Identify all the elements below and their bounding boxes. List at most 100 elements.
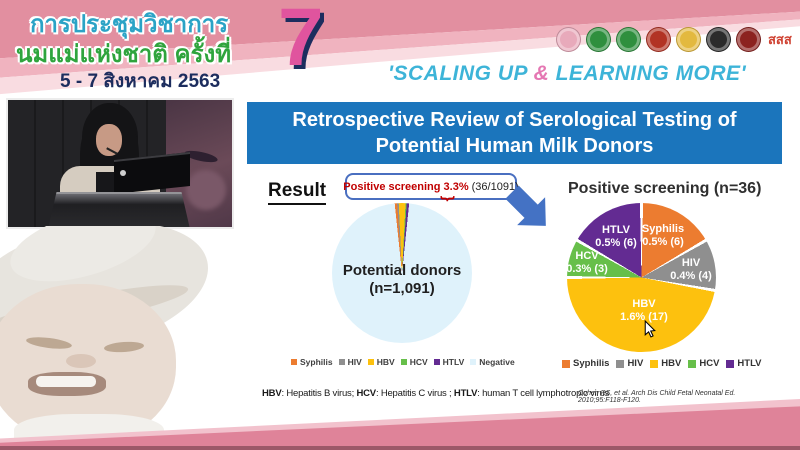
legend-swatch-icon	[726, 359, 735, 368]
legend-label: HTLV	[737, 358, 762, 369]
slice-label-hiv: HIV 0.4% (4)	[659, 257, 723, 283]
mother-and-child-logo	[556, 27, 581, 52]
temple-emblem-logo	[646, 27, 671, 52]
baby-teeth	[36, 376, 96, 387]
positive-screening-pie-chart	[567, 203, 716, 352]
legend-item-hbv: HBV	[650, 358, 681, 369]
mouse-cursor-icon	[644, 320, 656, 338]
potential-donors-label: Potential donors (n=1,091)	[332, 262, 472, 298]
speaker-podium	[48, 192, 190, 227]
footnote-htlv-def: : human T cell lymphotropic virus	[477, 388, 610, 399]
potential-donors-label-line2: (n=1,091)	[369, 280, 435, 297]
abbreviation-footnote: HBV: Hepatitis B virus; HCV: Hepatitis C…	[262, 388, 609, 399]
legend-item-syphilis: Syphilis	[562, 358, 609, 369]
slice-label-hbv: HBV 1.6% (17)	[610, 298, 678, 324]
slice-name: HBV	[632, 298, 656, 310]
legend-label: HCV	[699, 358, 720, 369]
legend-label: HBV	[376, 357, 395, 367]
slice-value: 0.4% (4)	[670, 270, 712, 282]
tagline-text-2: LEARNING MORE'	[549, 62, 747, 85]
left-pie-legend: Syphilis HIV HBV HCV HTLV Negative	[291, 357, 515, 367]
potential-donors-pie-chart	[332, 203, 472, 343]
legend-swatch-icon	[650, 359, 659, 368]
positive-screening-callout: Positive screening 3.3% (36/1091)	[343, 173, 519, 200]
conference-dates: 5 - 7 สิงหาคม 2563	[60, 71, 221, 92]
legend-label: HIV	[347, 357, 362, 367]
laptop-logo-dot	[120, 170, 126, 176]
legend-swatch-icon	[470, 359, 477, 365]
potential-donors-label-line1: Potential donors	[342, 262, 462, 279]
legend-label: Negative	[479, 357, 515, 367]
legend-item-hiv: HIV	[616, 358, 643, 369]
legend-item-hiv: HIV	[338, 357, 362, 367]
legend-swatch-icon	[338, 359, 345, 365]
slice-label-hcv: HCV 0.3% (3)	[556, 250, 618, 276]
legend-item-hcv: HCV	[688, 358, 719, 369]
legend-item-hbv: HBV	[367, 357, 395, 367]
conference-title-line1: การประชุมวิชาการ	[30, 11, 229, 38]
legend-label: Syphilis	[300, 357, 333, 367]
slice-value: 1.6% (17)	[620, 311, 668, 323]
slide-title-line2: Potential Human Milk Donors	[375, 135, 654, 157]
slice-name: HIV	[681, 257, 701, 269]
slice-value: 0.5% (6)	[595, 237, 637, 249]
reference-citation: Cohen RS, et al. Arch Dis Child Fetal Ne…	[578, 390, 736, 404]
legend-swatch-icon	[400, 359, 407, 365]
black-crest-logo	[706, 27, 731, 52]
legend-item-syphilis: Syphilis	[291, 357, 333, 367]
header-banner: การประชุมวิชาการ นมแม่แห่งชาติ ครั้งที่ …	[0, 0, 800, 97]
organizer-logos-row: สสส	[556, 27, 792, 52]
slice-label-syphilis: Syphilis 0.5% (6)	[630, 223, 696, 249]
slide-title-bar: Retrospective Review of Serological Test…	[247, 102, 782, 164]
edition-number: 7	[278, 0, 324, 83]
slice-value: 0.5% (6)	[642, 236, 684, 248]
conference-tagline: 'SCALING UP & LEARNING MORE'	[388, 62, 746, 86]
footnote-htlv: HTLV	[453, 388, 478, 399]
legend-swatch-icon	[562, 359, 570, 368]
baby-nose	[66, 354, 96, 368]
speaker-video-panel	[8, 100, 232, 227]
legend-swatch-icon	[433, 359, 440, 365]
footnote-hbv: HBV	[262, 388, 282, 399]
background-baby-photo	[0, 226, 252, 447]
positive-screening-title: Positive screening (n=36)	[568, 180, 762, 197]
conference-title-line2: นมแม่แห่งชาติ ครั้งที่	[16, 41, 232, 68]
projected-baby-cheek	[186, 170, 226, 210]
gold-crest-logo	[676, 27, 701, 52]
legend-item-hcv: HCV	[400, 357, 428, 367]
sss-logo: สสส	[768, 32, 792, 47]
green-medical-emblem-logo-1	[586, 27, 611, 52]
slice-name: Syphilis	[641, 223, 685, 235]
legend-item-htlv: HTLV	[433, 357, 465, 367]
slice-value: 0.3% (3)	[566, 263, 608, 275]
tagline-ampersand: &	[533, 62, 550, 85]
legend-item-htlv: HTLV	[726, 358, 762, 369]
legend-label: HBV	[661, 358, 682, 369]
footnote-hcv-def: : Hepatitis C virus ;	[375, 388, 454, 399]
red-crest-logo	[736, 27, 761, 52]
tagline-text-1: 'SCALING UP	[388, 62, 534, 85]
bottom-edge-line	[0, 446, 800, 450]
slice-name: HTLV	[602, 224, 630, 236]
slice-name: HCV	[575, 250, 599, 262]
result-heading: Result	[268, 180, 327, 205]
legend-swatch-icon	[291, 359, 297, 365]
speaker-face	[96, 124, 122, 156]
callout-detail: (36/1091)	[471, 180, 519, 193]
slide-title-line1: Retrospective Review of Serological Test…	[292, 109, 737, 131]
legend-item-negative: Negative	[470, 357, 515, 367]
legend-swatch-icon	[367, 359, 374, 365]
slice-label-htlv: HTLV 0.5% (6)	[584, 224, 648, 250]
callout-highlight: Positive screening 3.3%	[343, 180, 469, 193]
legend-swatch-icon	[616, 359, 625, 368]
green-medical-emblem-logo-2	[616, 27, 641, 52]
legend-label: HTLV	[442, 357, 465, 367]
callout-brace: }	[439, 195, 457, 202]
legend-swatch-icon	[688, 359, 697, 368]
footnote-hbv-def: : Hepatitis B virus;	[281, 388, 357, 399]
right-pie-legend: Syphilis HIV HBV HCV HTLV	[562, 358, 762, 369]
legend-label: Syphilis	[573, 358, 610, 369]
blue-arrow-icon	[505, 185, 546, 226]
legend-label: HCV	[409, 357, 428, 367]
